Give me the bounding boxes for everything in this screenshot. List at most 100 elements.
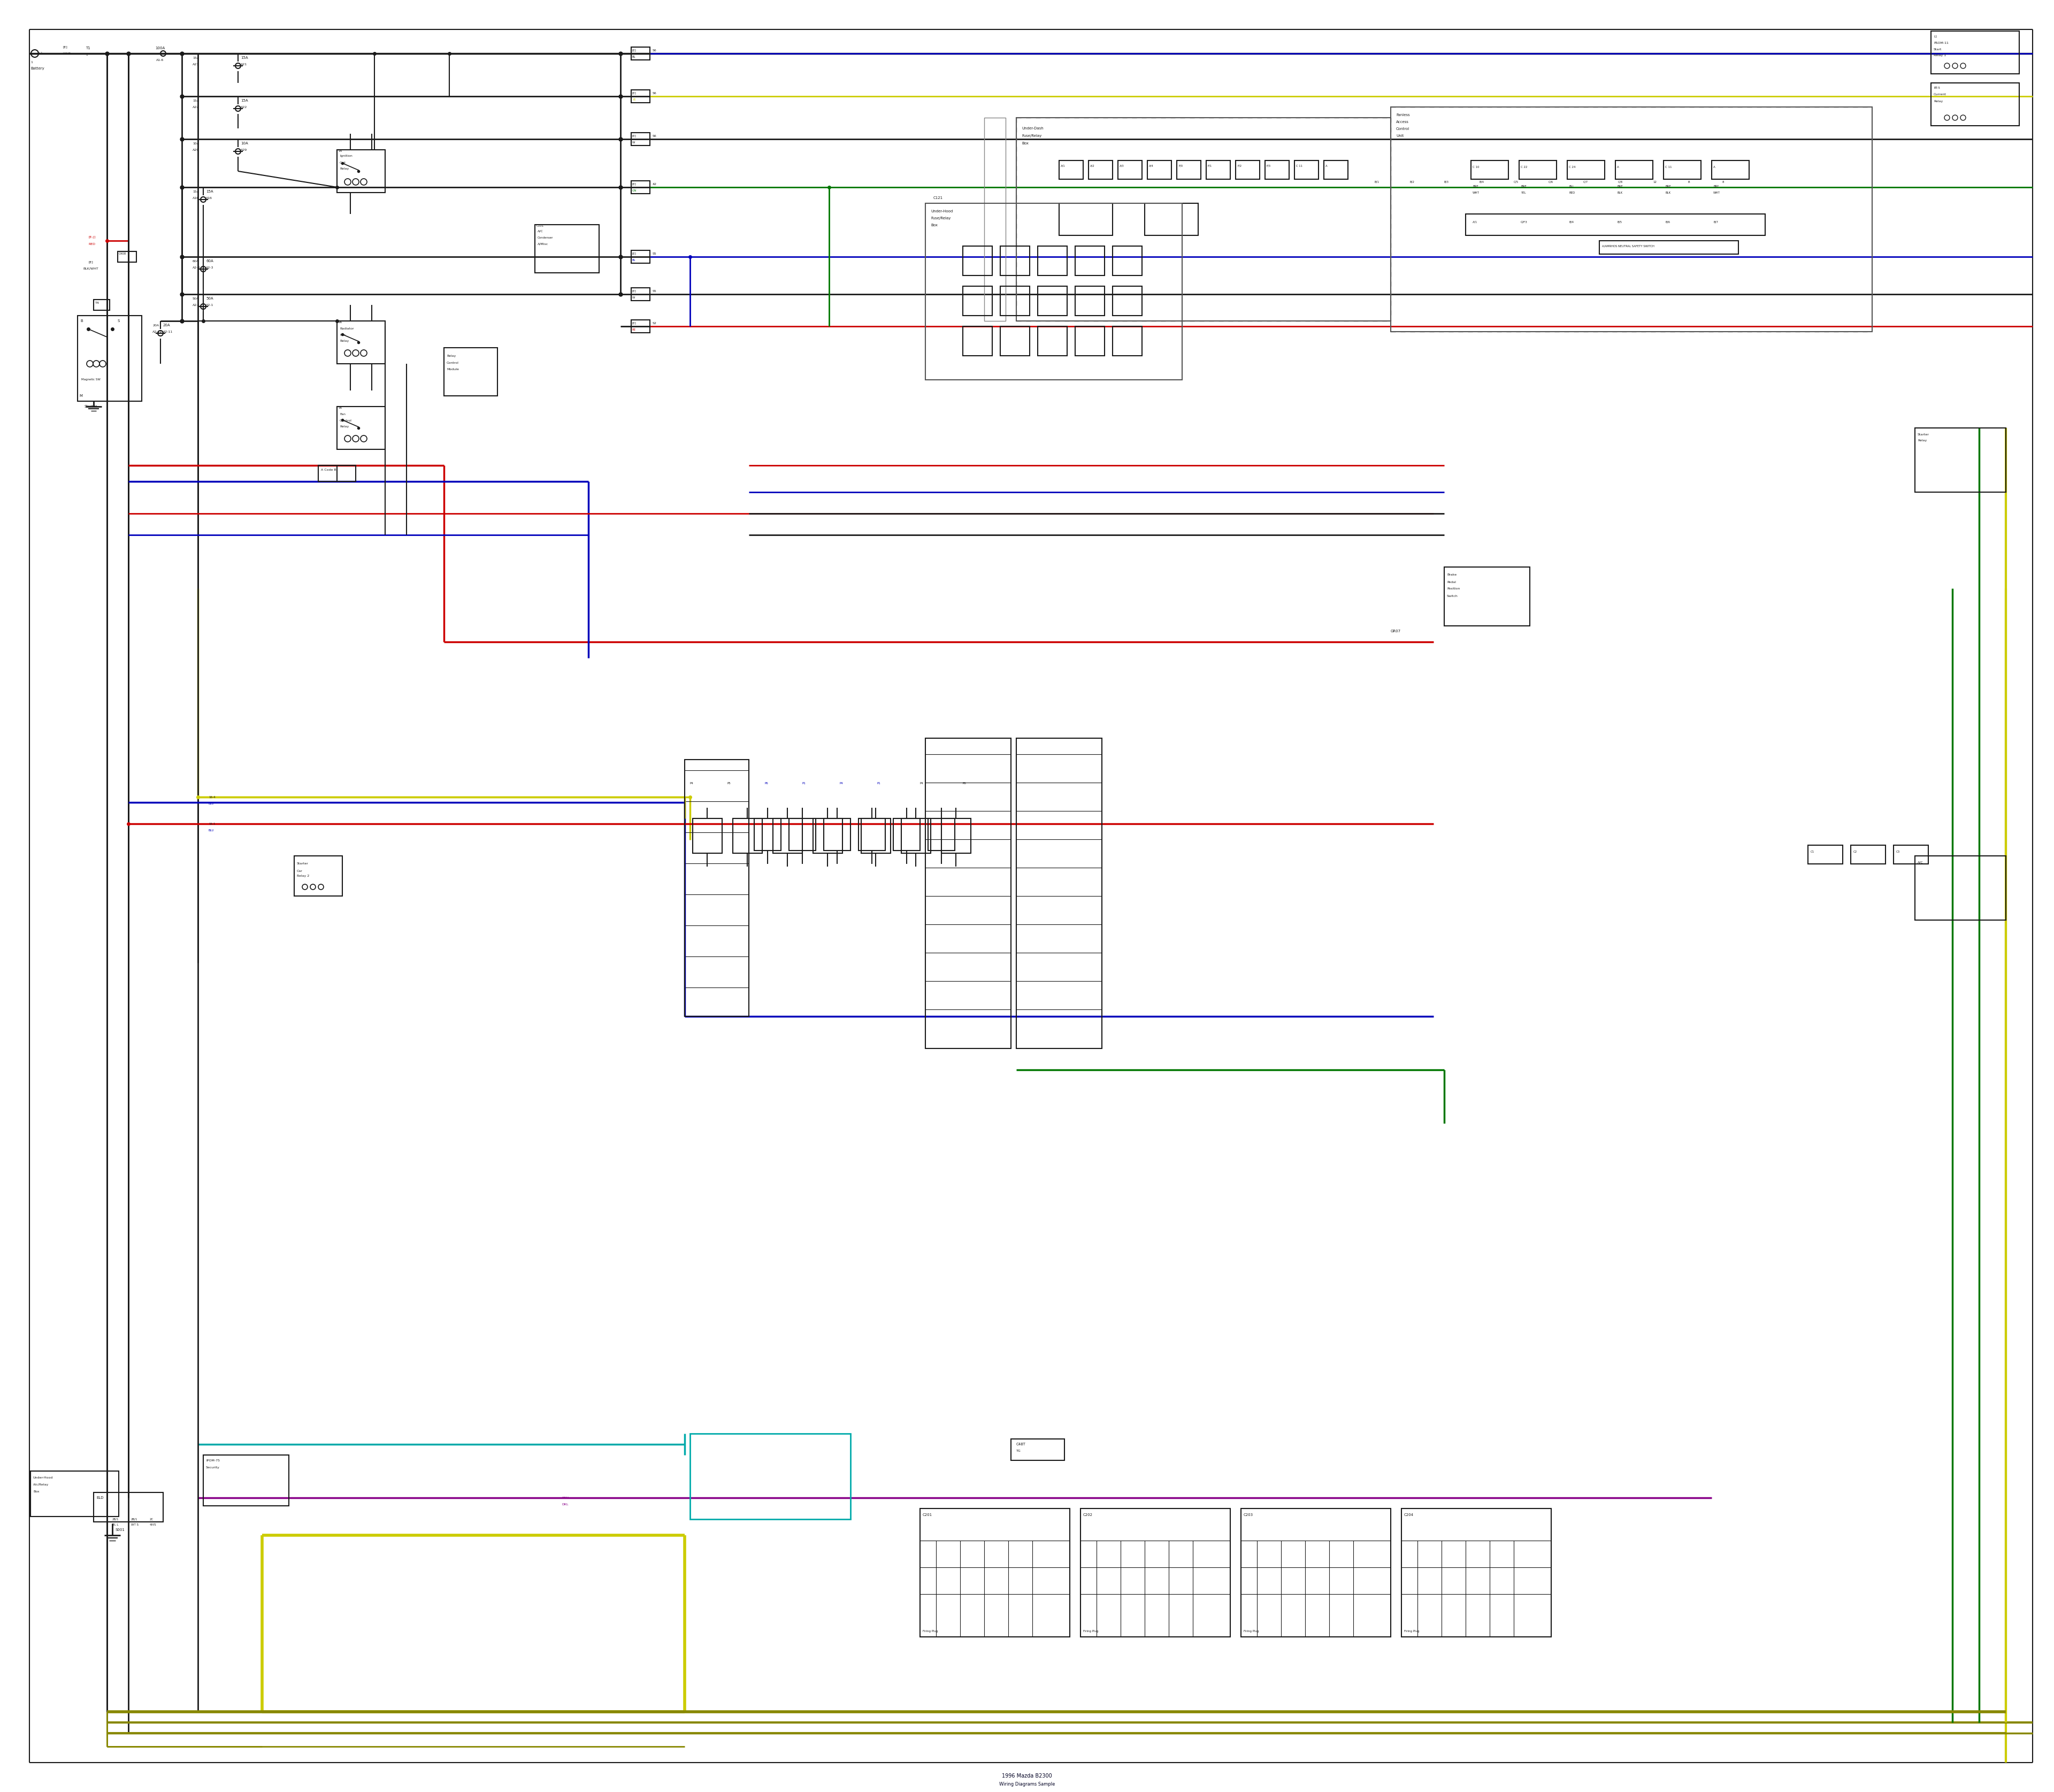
Bar (1074, 326, 1105, 357)
Bar (1113, 287, 1142, 315)
Text: S6: S6 (653, 134, 657, 138)
Bar (1931, 82, 2019, 125)
Text: A22: A22 (240, 106, 246, 108)
Text: B/1: B/1 (1374, 181, 1380, 183)
Text: Position: Position (1446, 588, 1460, 590)
Text: A/C: A/C (538, 229, 544, 233)
Text: 10A: 10A (240, 142, 249, 145)
Bar (94, 299, 109, 310)
Text: 20A: 20A (152, 324, 158, 326)
Text: Module: Module (446, 369, 458, 371)
Text: 4/VS: 4/VS (150, 1523, 156, 1525)
Text: 60A: 60A (193, 260, 199, 262)
Text: P6: P6 (764, 783, 768, 785)
Text: C1: C1 (1812, 849, 1814, 853)
Text: S5: S5 (653, 253, 657, 254)
Bar (631, 289, 649, 301)
Bar (692, 819, 723, 853)
Text: Fuse/Relay: Fuse/Relay (930, 217, 951, 220)
Bar (1614, 161, 1653, 179)
Text: C202: C202 (1082, 1512, 1093, 1516)
Bar (631, 251, 649, 263)
Bar (1037, 287, 1068, 315)
Text: 15A: 15A (205, 190, 214, 194)
Bar (294, 857, 343, 896)
Bar (631, 133, 649, 145)
Text: RED: RED (88, 242, 94, 246)
Text: 15A: 15A (193, 56, 199, 59)
Bar (444, 348, 497, 396)
Bar (1060, 161, 1082, 179)
Text: Switch: Switch (1446, 595, 1458, 597)
Text: 16-4: 16-4 (210, 796, 216, 799)
Text: B/2: B/2 (1409, 181, 1415, 183)
Bar (631, 47, 649, 59)
Bar (534, 224, 600, 272)
Text: A2-11: A2-11 (152, 330, 162, 333)
Text: YEL: YEL (1520, 192, 1526, 194)
Text: A2-3: A2-3 (205, 267, 214, 269)
Text: S6: S6 (653, 91, 657, 95)
Text: DKL: DKL (561, 1503, 569, 1505)
Text: 50A: 50A (193, 297, 199, 299)
Text: A/2: A/2 (1091, 165, 1095, 167)
Text: 2B/1: 2B/1 (131, 1518, 138, 1521)
Text: F/1: F/1 (1208, 165, 1212, 167)
Bar (1037, 326, 1068, 357)
Text: Starter: Starter (1918, 434, 1929, 435)
Text: C203: C203 (1243, 1512, 1253, 1516)
Bar (117, 251, 136, 262)
Text: A/AMRHOS NEUTRAL SAFETY SWITCH: A/AMRHOS NEUTRAL SAFETY SWITCH (1602, 246, 1653, 247)
Text: 12: 12 (1653, 181, 1658, 183)
Text: T1: T1 (86, 47, 90, 50)
Text: 20A: 20A (162, 324, 170, 326)
Text: C/8: C/8 (1619, 181, 1623, 183)
Bar (963, 246, 992, 276)
Text: C121: C121 (933, 197, 943, 199)
Bar (1011, 1439, 1064, 1460)
Text: S6: S6 (653, 48, 657, 52)
Text: A/4: A/4 (1148, 165, 1154, 167)
Text: BLU: BLU (210, 803, 214, 805)
Text: 10A: 10A (193, 142, 199, 145)
Text: S2: S2 (653, 323, 657, 324)
Text: Radiator: Radiator (339, 328, 353, 330)
Text: C101: C101 (536, 224, 544, 228)
Bar (337, 321, 386, 364)
Text: Relay: Relay (339, 425, 349, 428)
Bar (1520, 161, 1557, 179)
Text: 2B/1: 2B/1 (113, 1518, 119, 1521)
Text: Under-Hood: Under-Hood (930, 210, 953, 213)
Bar (1060, 202, 1113, 235)
Text: Box: Box (33, 1489, 39, 1493)
Text: A/Misc: A/Misc (538, 242, 548, 246)
Bar (789, 819, 815, 851)
Text: Relay: Relay (339, 168, 349, 170)
Text: Relay 2: Relay 2 (298, 874, 310, 878)
Bar (31, 1471, 119, 1516)
Bar (1037, 246, 1068, 276)
Text: A2-1: A2-1 (205, 303, 214, 306)
Text: BLK: BLK (1616, 192, 1623, 194)
Text: Coil: Coil (339, 161, 345, 163)
Text: A/3: A/3 (1119, 165, 1124, 167)
Text: Relay: Relay (1933, 100, 1943, 102)
Bar (920, 1509, 1070, 1636)
Text: C 10: C 10 (1473, 165, 1479, 168)
Text: Relay: Relay (1918, 439, 1927, 443)
Text: WHT: WHT (1473, 192, 1479, 194)
Bar (1000, 326, 1029, 357)
Text: [E]: [E] (633, 134, 637, 138)
Text: W: W (633, 296, 635, 299)
Text: C/5: C/5 (1514, 181, 1518, 183)
Bar (1074, 246, 1105, 276)
Text: Ignition: Ignition (339, 154, 353, 158)
Bar (1325, 161, 1347, 179)
Text: [E]: [E] (633, 323, 637, 324)
Text: YE: YE (633, 99, 637, 100)
Text: C 22: C 22 (1520, 165, 1528, 168)
Bar (813, 819, 842, 853)
Text: C 11: C 11 (1666, 165, 1672, 168)
Text: G/F3: G/F3 (1520, 220, 1528, 224)
Text: [E]: [E] (88, 262, 92, 263)
